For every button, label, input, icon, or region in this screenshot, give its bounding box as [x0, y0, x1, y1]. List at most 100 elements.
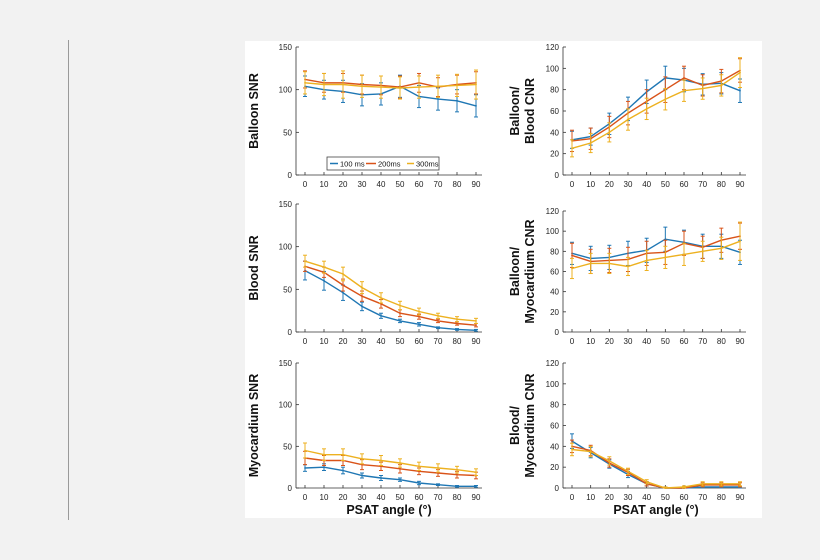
legend: 100 ms 200ms 300ms — [326, 156, 440, 171]
data-point — [571, 254, 573, 257]
data-point — [608, 262, 611, 265]
series-line — [571, 69, 741, 142]
data-point — [683, 253, 685, 256]
series-2 — [303, 450, 478, 480]
x-tick-label: 70 — [434, 180, 443, 189]
series-1 — [303, 74, 478, 118]
x-tick-label: 40 — [642, 180, 651, 189]
series-2 — [570, 222, 742, 275]
data-point — [608, 131, 611, 134]
data-point — [475, 329, 477, 332]
x-tick-label: 20 — [339, 180, 348, 189]
x-tick-label: 20 — [605, 493, 614, 502]
x-tick-label: 40 — [377, 180, 386, 189]
data-point — [437, 326, 439, 329]
data-point — [437, 467, 439, 469]
data-point — [304, 449, 306, 452]
chart-panel-6: 0 20 40 60 80 100 120 0 10 20 30 40 50 60 70 80 90 Blood/… — [508, 359, 746, 502]
x-tick-label: 60 — [415, 493, 424, 502]
y-axis-label-line: Balloon SNR — [247, 73, 261, 149]
series-3 — [303, 69, 478, 100]
y-tick-label: 20 — [550, 308, 559, 317]
series-line — [571, 235, 741, 263]
data-point — [739, 89, 741, 92]
data-point — [418, 310, 420, 313]
data-point — [475, 104, 477, 107]
data-point — [571, 448, 573, 451]
x-tick-label: 0 — [303, 337, 308, 346]
data-point — [342, 284, 344, 286]
x-tick-label: 0 — [570, 493, 575, 502]
y-tick-label: 0 — [288, 484, 293, 493]
x-tick-label: 30 — [624, 337, 633, 346]
x-tick-label: 70 — [434, 337, 443, 346]
series-3 — [303, 442, 478, 476]
data-point — [608, 460, 611, 462]
data-point — [304, 260, 306, 263]
data-point — [683, 77, 685, 79]
data-point — [664, 238, 667, 241]
figure-background — [245, 41, 762, 518]
series-line — [571, 238, 741, 260]
data-point — [361, 85, 363, 88]
x-tick-label: 70 — [434, 493, 443, 502]
data-point — [380, 477, 382, 479]
data-point — [456, 328, 458, 331]
data-point — [380, 296, 382, 299]
data-point — [304, 467, 306, 469]
y-tick-label: 60 — [550, 422, 559, 431]
x-tick-label: 30 — [358, 180, 367, 189]
chart-panel-2: 0 20 40 60 80 100 120 0 10 20 30 40 50 60 70 80 90 Balloo… — [508, 43, 746, 189]
data-point — [701, 482, 704, 485]
x-tick-label: 80 — [717, 180, 726, 189]
y-tick-label: 60 — [550, 268, 559, 277]
x-tick-label: 50 — [661, 180, 670, 189]
x-axis-label: PSAT angle (°) — [613, 503, 698, 517]
series-line — [304, 449, 477, 473]
data-point — [323, 453, 325, 456]
data-point — [361, 457, 363, 460]
data-point — [399, 312, 401, 315]
data-point — [418, 86, 420, 89]
x-tick-label: 60 — [680, 337, 689, 346]
data-point — [475, 485, 477, 488]
data-point — [399, 320, 401, 322]
data-point — [645, 107, 648, 110]
data-point — [380, 314, 382, 317]
x-tick-label: 50 — [396, 180, 405, 189]
data-point — [456, 322, 458, 325]
data-point — [418, 315, 420, 318]
x-axis-label: PSAT angle (°) — [346, 503, 431, 517]
y-tick-label: 50 — [283, 128, 292, 137]
x-tick-label: 90 — [736, 180, 745, 189]
y-tick-label: 100 — [546, 380, 560, 389]
data-point — [342, 291, 344, 294]
y-tick-label: 40 — [550, 288, 559, 297]
y-tick-label: 0 — [555, 171, 560, 180]
x-tick-label: 30 — [624, 493, 633, 502]
data-point — [399, 304, 401, 307]
series-line — [571, 72, 741, 149]
y-tick-label: 20 — [550, 463, 559, 472]
y-tick-label: 100 — [279, 401, 293, 410]
x-tick-label: 40 — [377, 337, 386, 346]
data-point — [720, 247, 723, 250]
x-tick-label: 10 — [320, 337, 329, 346]
data-point — [361, 286, 363, 289]
data-point — [437, 85, 439, 88]
series-1 — [303, 260, 478, 332]
x-tick-label: 90 — [736, 337, 745, 346]
x-tick-label: 80 — [453, 493, 462, 502]
legend-label: 300ms — [416, 160, 439, 169]
x-tick-label: 10 — [320, 180, 329, 189]
y-axis-label: Blood/Myocardium CNR — [508, 373, 537, 477]
x-tick-label: 90 — [472, 493, 481, 502]
y-tick-label: 120 — [546, 207, 560, 216]
data-point — [399, 87, 401, 89]
x-tick-label: 80 — [453, 337, 462, 346]
y-tick-label: 100 — [279, 243, 293, 252]
x-tick-label: 70 — [698, 493, 707, 502]
y-tick-label: 120 — [546, 359, 560, 368]
y-tick-label: 100 — [279, 86, 293, 95]
